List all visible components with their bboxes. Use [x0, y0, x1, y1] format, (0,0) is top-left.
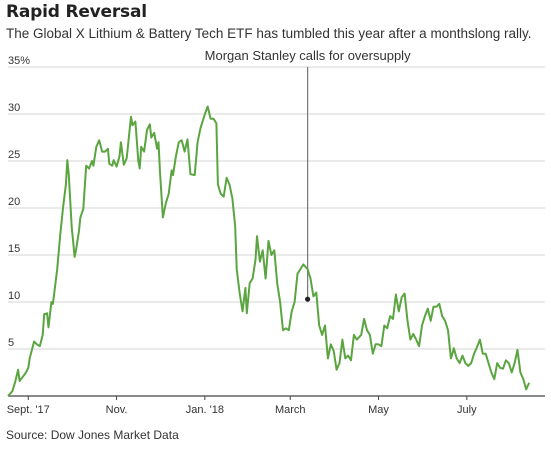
annotation: Morgan Stanley calls for oversupply	[205, 48, 411, 300]
chart-title: Rapid Reversal	[6, 2, 147, 22]
annotation-label: Morgan Stanley calls for oversupply	[205, 48, 411, 63]
y-tick-label: 20	[8, 196, 20, 208]
y-tick-label: 30	[8, 102, 20, 114]
y-tick-label: 15	[8, 243, 20, 255]
chart-subtitle: The Global X Lithium & Battery Tech ETF …	[6, 26, 532, 41]
x-ticks: Sept. '17 Nov. Jan. '18 March May July	[7, 396, 477, 416]
x-tick-label: Jan. '18	[186, 404, 224, 416]
x-tick-label: May	[368, 404, 389, 416]
y-tick-labels: 5 10 15 20 25 30 35%	[8, 55, 30, 349]
x-tick-label: March	[275, 404, 306, 416]
x-tick-label: July	[457, 404, 477, 416]
source-note: Source: Dow Jones Market Data	[6, 428, 179, 442]
annotation-marker	[305, 296, 311, 302]
y-tick-label: 5	[8, 337, 14, 349]
y-tick-label: 25	[8, 149, 20, 161]
series-line	[7, 105, 531, 397]
x-tick-label: Sept. '17	[7, 404, 50, 416]
y-tick-label: 35%	[8, 55, 30, 67]
y-tick-label: 10	[8, 290, 20, 302]
gridlines	[8, 66, 545, 397]
x-tick-label: Nov.	[106, 404, 128, 416]
